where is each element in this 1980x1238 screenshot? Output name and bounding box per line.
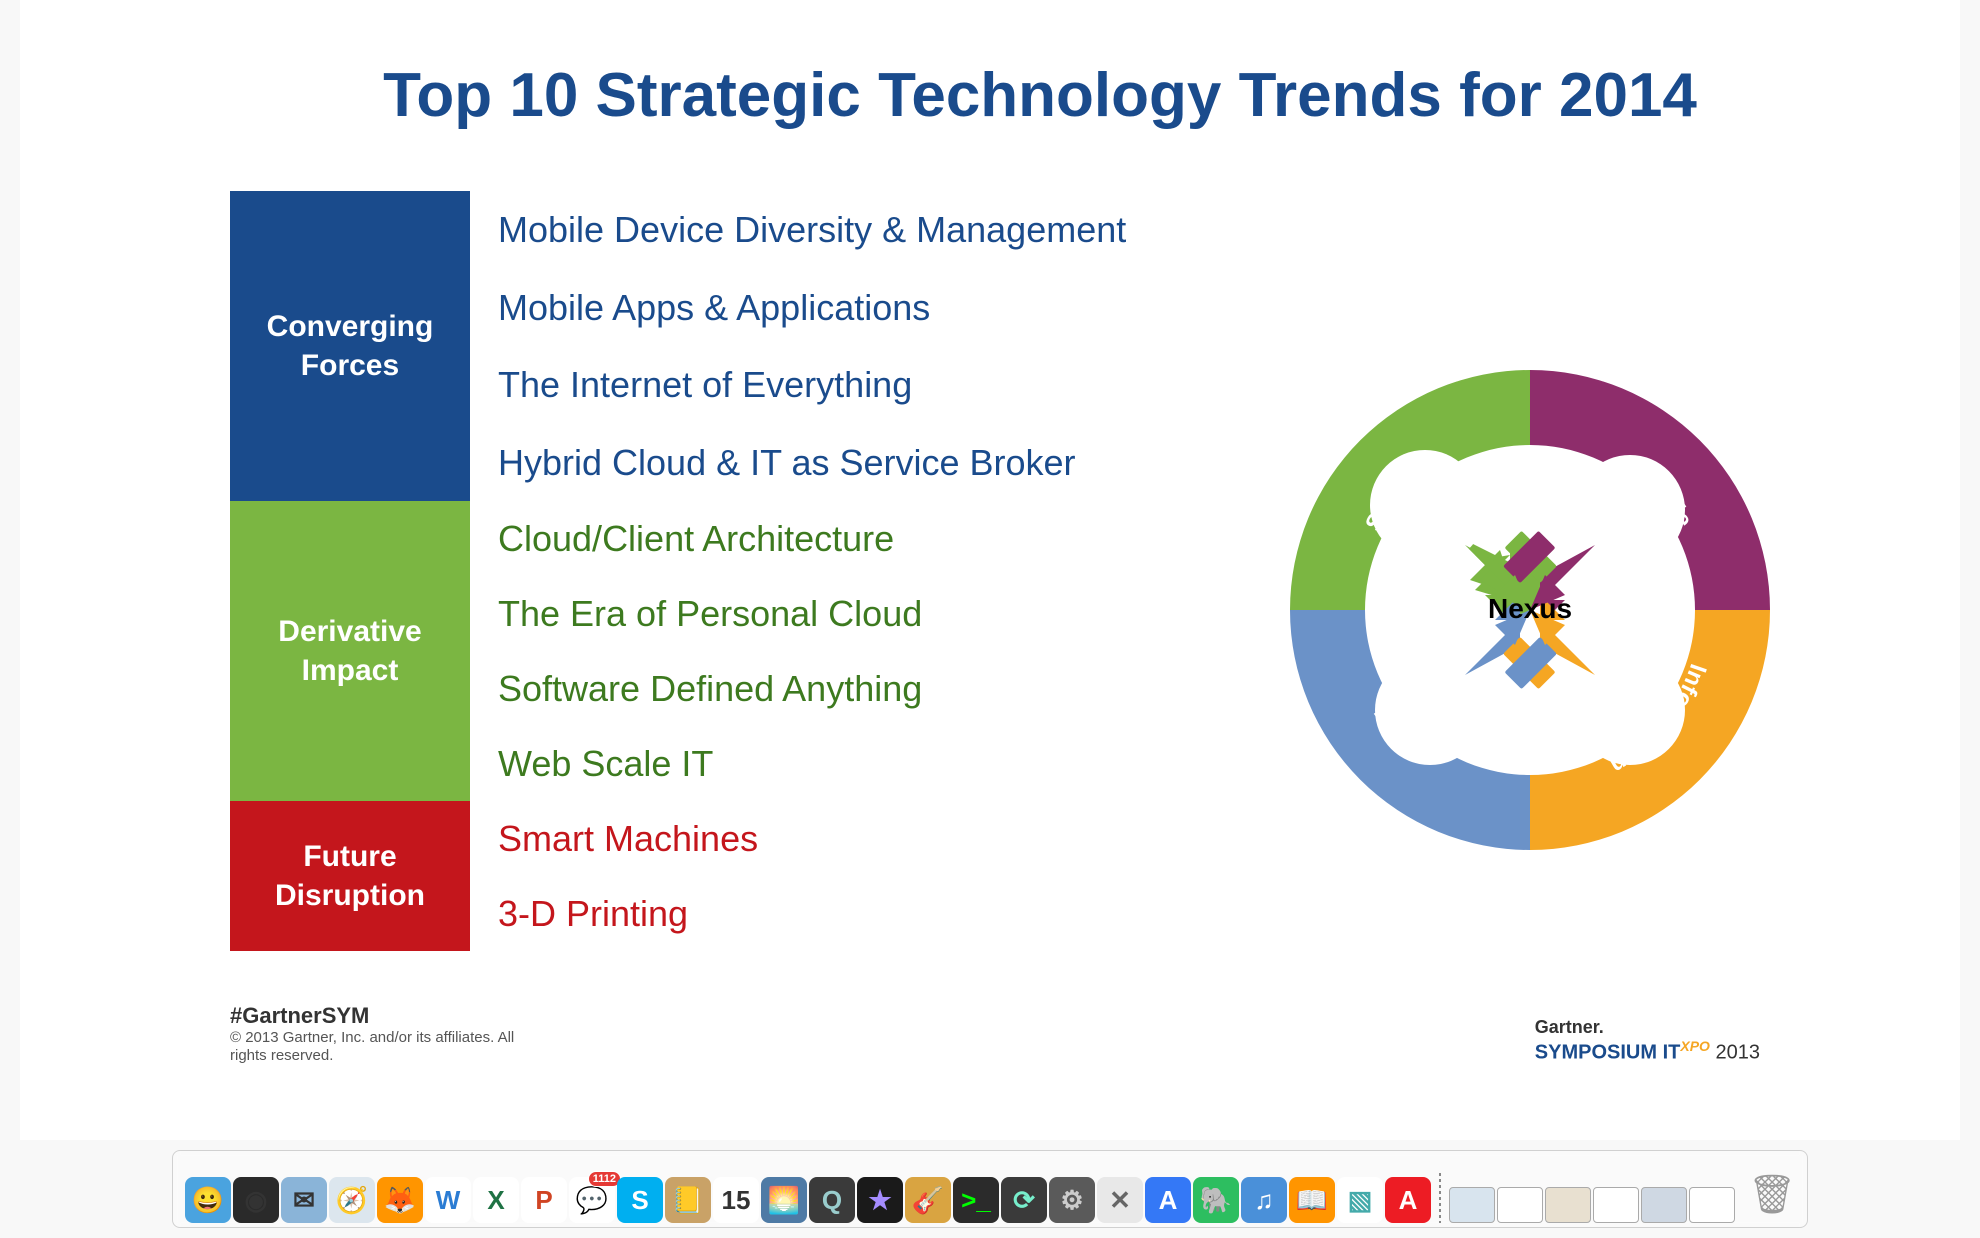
dock-app-skype[interactable]: S xyxy=(617,1177,663,1223)
dock-minimized-window-3[interactable] xyxy=(1545,1187,1591,1223)
trend-item: 3-D Printing xyxy=(498,891,1126,936)
category-converging-forces: Converging Forces xyxy=(230,191,470,501)
dock-app-excel[interactable]: X xyxy=(473,1177,519,1223)
footer-copyright: © 2013 Gartner, Inc. and/or its affiliat… xyxy=(230,1029,530,1065)
nexus-diagram: Nexus Social Mobile Information Cloud xyxy=(1280,360,1780,860)
dock-app-finder[interactable]: 😀 xyxy=(185,1177,231,1223)
trend-item: The Internet of Everything xyxy=(498,362,1126,407)
trend-group-2: Cloud/Client Architecture The Era of Per… xyxy=(498,501,1126,801)
dock-app-calendar[interactable]: 15 xyxy=(713,1177,759,1223)
dock-separator xyxy=(1439,1173,1441,1223)
presentation-slide: Top 10 Strategic Technology Trends for 2… xyxy=(20,0,1960,1140)
dock-app-terminal[interactable]: >_ xyxy=(953,1177,999,1223)
dock-app-firefox[interactable]: 🦊 xyxy=(377,1177,423,1223)
dock-app-garageband[interactable]: 🎸 xyxy=(905,1177,951,1223)
dock-minimized-window-2[interactable] xyxy=(1497,1187,1543,1223)
dock-app-contacts[interactable]: 📒 xyxy=(665,1177,711,1223)
footer-left: #GartnerSYM © 2013 Gartner, Inc. and/or … xyxy=(230,1003,530,1065)
dock-app-utilities[interactable]: ✕ xyxy=(1097,1177,1143,1223)
dock-app-ibooks[interactable]: 📖 xyxy=(1289,1177,1335,1223)
dock-app-iphoto[interactable]: 🌅 xyxy=(761,1177,807,1223)
dock-app-app-store[interactable]: A xyxy=(1145,1177,1191,1223)
dock-app-safari[interactable]: 🧭 xyxy=(329,1177,375,1223)
trends-column: Mobile Device Diversity & Management Mob… xyxy=(498,191,1126,951)
trend-group-1: Mobile Device Diversity & Management Mob… xyxy=(498,191,1126,501)
category-column: Converging Forces Derivative Impact Futu… xyxy=(230,191,470,951)
dock-app-evernote[interactable]: 🐘 xyxy=(1193,1177,1239,1223)
dock-app-quicktime[interactable]: Q xyxy=(809,1177,855,1223)
footer-event-prefix: SYMPOSIUM IT xyxy=(1535,1042,1681,1064)
dock-app-time-machine[interactable]: ⟳ xyxy=(1001,1177,1047,1223)
category-derivative-impact: Derivative Impact xyxy=(230,501,470,801)
dock-minimized-window-4[interactable] xyxy=(1593,1187,1639,1223)
dock-minimized-window-5[interactable] xyxy=(1641,1187,1687,1223)
dock-app-powerpoint[interactable]: P xyxy=(521,1177,567,1223)
slide-title: Top 10 Strategic Technology Trends for 2… xyxy=(220,60,1860,131)
macos-dock: 😀◉✉🧭🦊WXP💬1112S📒15🌅Q★🎸>_⟳⚙✕A🐘♫📖▧A🗑 xyxy=(172,1150,1808,1228)
footer-event-year: 2013 xyxy=(1716,1042,1761,1064)
dock-app-system-prefs[interactable]: ⚙ xyxy=(1049,1177,1095,1223)
footer-right: Gartner. SYMPOSIUM ITXPO 2013 xyxy=(1535,1017,1760,1065)
nexus-center-label: Nexus xyxy=(1488,593,1572,624)
dock-trash-icon[interactable]: 🗑 xyxy=(1749,1167,1795,1223)
dock-minimized-window-6[interactable] xyxy=(1689,1187,1735,1223)
trend-item: Mobile Apps & Applications xyxy=(498,285,1126,330)
dock-minimized-window-1[interactable] xyxy=(1449,1187,1495,1223)
trend-group-3: Smart Machines 3-D Printing xyxy=(498,801,1126,951)
footer-hashtag: #GartnerSYM xyxy=(230,1003,530,1029)
trend-item: Hybrid Cloud & IT as Service Broker xyxy=(498,440,1126,485)
category-future-disruption: Future Disruption xyxy=(230,801,470,951)
dock-app-preview[interactable]: ▧ xyxy=(1337,1177,1383,1223)
dock-app-dashboard[interactable]: ◉ xyxy=(233,1177,279,1223)
dock-app-mail[interactable]: ✉ xyxy=(281,1177,327,1223)
dock-app-itunes[interactable]: ♫ xyxy=(1241,1177,1287,1223)
trend-item: Mobile Device Diversity & Management xyxy=(498,207,1126,252)
trend-item: Software Defined Anything xyxy=(498,666,1126,711)
trend-item: Web Scale IT xyxy=(498,741,1126,786)
footer-event-xpo: XPO xyxy=(1680,1038,1710,1054)
trend-item: Smart Machines xyxy=(498,816,1126,861)
trend-item: The Era of Personal Cloud xyxy=(498,591,1126,636)
trend-item: Cloud/Client Architecture xyxy=(498,516,1126,561)
dock-badge: 1112 xyxy=(588,1171,621,1187)
dock-app-imovie[interactable]: ★ xyxy=(857,1177,903,1223)
dock-app-word[interactable]: W xyxy=(425,1177,471,1223)
dock-app-acrobat[interactable]: A xyxy=(1385,1177,1431,1223)
footer-event: SYMPOSIUM ITXPO 2013 xyxy=(1535,1038,1760,1065)
footer-brand: Gartner. xyxy=(1535,1017,1760,1038)
dock-app-messages[interactable]: 💬1112 xyxy=(569,1177,615,1223)
